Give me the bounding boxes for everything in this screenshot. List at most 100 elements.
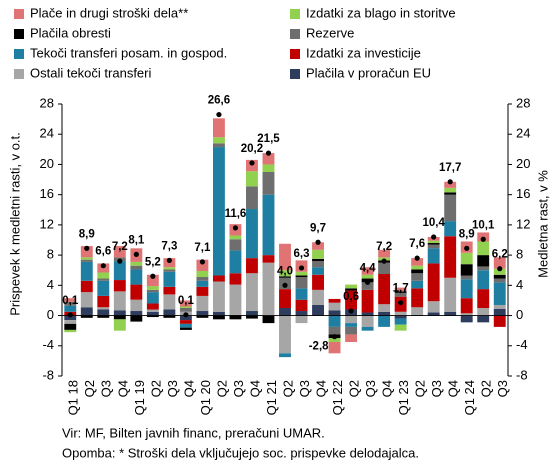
bar-segment (130, 311, 143, 316)
bar-segment (196, 277, 209, 281)
total-label: 26,6 (208, 95, 230, 107)
bar-segment (361, 315, 374, 327)
total-label: 0,1 (178, 295, 195, 307)
bar-segment (427, 312, 440, 316)
y-tick-label: -8 (42, 367, 54, 382)
total-label: 0,6 (343, 291, 359, 303)
bar-segment (295, 275, 308, 278)
bar-segment (279, 270, 291, 277)
bar-segment (328, 302, 341, 311)
y-tick-label: 12 (40, 216, 54, 231)
bar-segment (493, 268, 506, 275)
bar-segment (493, 278, 506, 283)
y2-tick-label: 8 (516, 247, 523, 262)
bar-segment (80, 246, 93, 258)
bar-segment (279, 353, 291, 358)
bar-segment (97, 272, 110, 279)
bar-segment (312, 267, 324, 275)
bar-segment (312, 289, 324, 305)
bar-segment (146, 303, 159, 310)
bar-segment (427, 301, 440, 313)
bar-segment (179, 308, 192, 312)
bar-segment (196, 280, 209, 287)
bar-segment (113, 291, 126, 311)
bar-segment (493, 274, 506, 279)
bar-segment (262, 194, 275, 256)
bar-segment (312, 261, 324, 268)
bar-segment (345, 288, 358, 291)
legend-swatch (290, 9, 300, 19)
y-tick-label: 8 (47, 247, 54, 262)
bar-segment (64, 329, 77, 333)
total-dot (282, 282, 288, 288)
bar-segment (477, 270, 490, 290)
bar-segment (328, 342, 341, 354)
y2-tick-label: 16 (516, 186, 530, 201)
bar-segment (97, 309, 110, 316)
total-dot (315, 239, 321, 245)
bar-segment (279, 315, 291, 354)
bar-segment (378, 304, 391, 312)
bar-segment (130, 265, 143, 270)
bar-segment (328, 298, 341, 303)
bar-segment (394, 287, 407, 292)
legend-label: Plačila v proračun EU (306, 65, 431, 80)
total-dot (364, 279, 371, 285)
bar-segment (394, 292, 407, 297)
legend-swatch (14, 9, 24, 19)
y-tick-label: 28 (40, 95, 54, 110)
bar-segment (246, 315, 258, 319)
bar-segment (262, 153, 275, 165)
bar-segment (411, 269, 424, 274)
y-tick-label: 24 (40, 126, 54, 141)
bar-segment (229, 284, 242, 315)
bar-segment (212, 118, 225, 138)
bar-segment (394, 311, 407, 316)
bar-segment (444, 194, 457, 222)
bar-segment (113, 261, 126, 281)
total-dot (232, 225, 239, 231)
bar-segment (460, 298, 473, 314)
total-label: 7,3 (161, 240, 177, 252)
bar-segment (378, 274, 391, 305)
total-label: 5,2 (145, 256, 161, 268)
total-dot (67, 312, 73, 318)
x-tick-label: Q1 18 (66, 380, 81, 415)
bar-segment (212, 281, 225, 312)
bar-segment (246, 171, 258, 187)
bar-segment (97, 307, 110, 310)
bar-segment (163, 271, 176, 287)
bar-segment (477, 315, 490, 323)
y-axis-label: Prispevek k medletni rasti, v o.t. (7, 132, 22, 316)
total-label: 21,5 (257, 133, 280, 145)
x-tick-label: Q2 (148, 380, 163, 397)
total-label: 8,1 (128, 234, 145, 246)
bar-segment (64, 298, 77, 302)
total-label: 7,2 (376, 241, 392, 253)
bar-segment (460, 275, 473, 280)
total-label: 0,1 (62, 295, 79, 307)
y2-tick-label: 24 (516, 126, 530, 141)
total-label: 7,6 (409, 238, 425, 250)
bar-segment (97, 315, 110, 318)
bar-segment (229, 273, 242, 285)
x-tick-label: Q2 (413, 380, 428, 397)
total-label: 6,3 (294, 248, 310, 260)
bar-segment (64, 301, 77, 306)
bar-segment (295, 315, 308, 324)
bar-segment (80, 292, 93, 308)
bar-segment (345, 284, 358, 289)
bar-segment (80, 261, 93, 281)
x-tick-label: Q4 (313, 380, 328, 397)
bar-segment (163, 315, 176, 318)
bar-segment (493, 304, 506, 309)
total-dot (249, 160, 255, 166)
bar-segment (64, 323, 77, 330)
bar-segment (394, 318, 407, 325)
bar-segment (212, 147, 225, 276)
bar-segment (80, 280, 93, 293)
total-label: 8,9 (79, 228, 95, 240)
x-tick-label: Q1 24 (462, 380, 477, 415)
bar-segment (179, 306, 192, 308)
bar-segment (212, 311, 225, 316)
